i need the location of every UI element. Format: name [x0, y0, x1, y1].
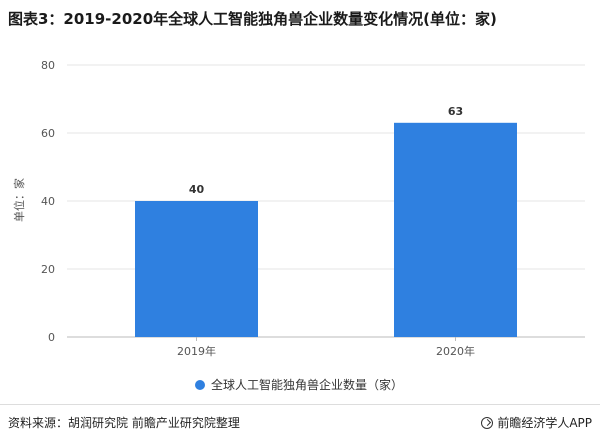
legend-marker	[195, 379, 205, 390]
y-tick-label-2: 40	[41, 195, 55, 208]
legend-label: 全球人工智能独角兽企业数量（家）	[211, 378, 404, 392]
legend: 全球人工智能独角兽企业数量（家）	[195, 376, 403, 393]
brand: 前瞻经济学人APP	[481, 414, 592, 431]
y-tick-label-0: 0	[48, 331, 55, 344]
x-tick-label-0: 2019年	[177, 344, 216, 358]
footer: 资料来源：胡润研究院 前瞻产业研究院整理 前瞻经济学人APP	[0, 404, 600, 440]
bar-0	[135, 201, 258, 337]
chart-title: 图表3：2019-2020年全球人工智能独角兽企业数量变化情况(单位：家)	[8, 10, 497, 28]
x-tick-label-1: 2020年	[436, 344, 475, 358]
brand-label: 前瞻经济学人APP	[497, 416, 592, 430]
brand-logo-icon	[481, 416, 494, 429]
y-tick-label-4: 80	[41, 59, 55, 72]
y-axis-label: 单位：家	[12, 178, 26, 222]
data-label-0: 40	[189, 183, 205, 196]
data-label-1: 63	[448, 105, 463, 118]
y-tick-label-3: 60	[41, 127, 55, 140]
y-tick-label-1: 20	[41, 263, 55, 276]
source-note: 资料来源：胡润研究院 前瞻产业研究院整理	[8, 416, 240, 430]
bar-chart: 单位：家 0 20 40 60 80 40 2019年 63 2020年	[12, 59, 585, 358]
bar-1	[394, 122, 517, 337]
